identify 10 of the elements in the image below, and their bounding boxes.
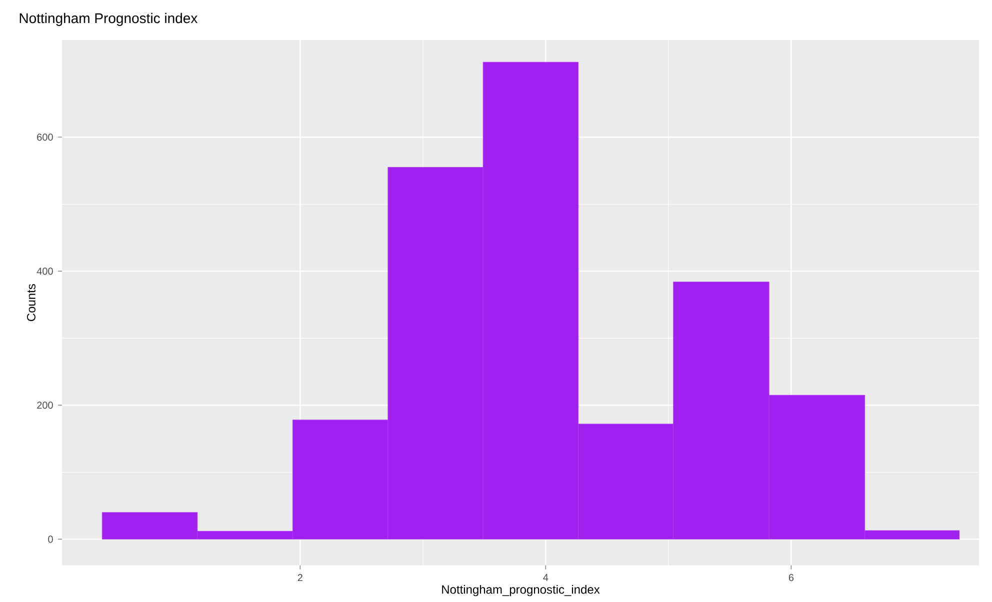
y-tick-label: 0 xyxy=(48,536,53,543)
y-axis-title: Counts xyxy=(26,284,36,321)
x-axis-title: Nottingham_prognostic_index xyxy=(442,584,600,596)
y-tick-label: 600 xyxy=(37,133,53,141)
y-tick-label: 200 xyxy=(37,401,53,409)
x-tick-label: 4 xyxy=(543,574,548,581)
x-tick-label: 6 xyxy=(788,574,794,581)
x-tick-label: 2 xyxy=(298,574,302,581)
y-tick-label: 400 xyxy=(36,267,53,275)
chart-title: Nottingham Prognostic index xyxy=(20,12,198,26)
